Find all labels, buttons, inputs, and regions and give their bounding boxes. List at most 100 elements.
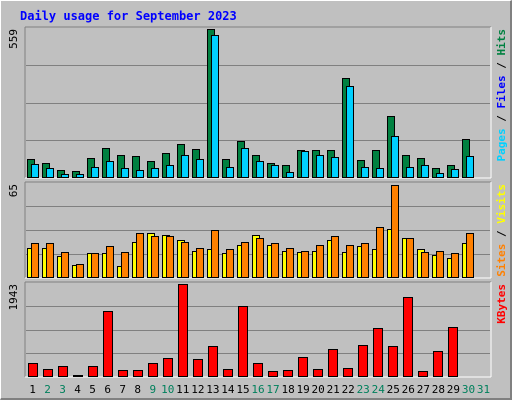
panel-visits-sites: 65 Sites / Visits [7, 181, 508, 279]
bar-sites-day-9 [151, 236, 159, 278]
bar-pages-day-21 [331, 157, 339, 178]
day-label-9: 9 [149, 383, 156, 396]
day-label-25: 25 [387, 383, 400, 396]
bar-sites-day-15 [241, 242, 249, 278]
day-label-6: 6 [104, 383, 111, 396]
bar-sites-day-21 [331, 236, 339, 278]
bar-sites-day-26 [406, 238, 414, 278]
day-label-15: 15 [236, 383, 249, 396]
day-label-30: 30 [462, 383, 475, 396]
bar-pages-day-5 [91, 167, 99, 178]
day-label-31: 31 [477, 383, 490, 396]
day-label-24: 24 [372, 383, 386, 396]
bar-sites-day-6 [106, 246, 114, 278]
day-label-19: 19 [296, 383, 309, 396]
legend-entry: / [495, 224, 508, 244]
bar-kbytes-day-3 [58, 366, 68, 377]
day-label-11: 11 [176, 383, 189, 396]
bar-sites-day-4 [76, 264, 84, 278]
day-label-18: 18 [281, 383, 294, 396]
legend-entry: Sites [495, 244, 508, 277]
series-sites [31, 185, 474, 278]
bar-kbytes-day-6 [103, 311, 113, 377]
day-label-3: 3 [59, 383, 66, 396]
bar-kbytes-day-2 [43, 369, 53, 377]
bar-sites-day-8 [136, 233, 144, 278]
day-label-21: 21 [327, 383, 340, 396]
bar-sites-day-2 [46, 243, 54, 278]
bar-sites-day-17 [271, 243, 279, 278]
day-label-16: 16 [251, 383, 264, 396]
day-label-29: 29 [447, 383, 460, 396]
side-legend: KBytes [495, 284, 508, 324]
bar-kbytes-day-9 [148, 363, 158, 377]
bar-sites-day-10 [166, 236, 174, 278]
bar-pages-day-17 [271, 165, 279, 178]
bar-pages-day-12 [196, 159, 204, 178]
bar-pages-day-19 [301, 151, 309, 178]
day-label-23: 23 [357, 383, 370, 396]
bar-pages-day-11 [181, 155, 189, 178]
bar-kbytes-day-4 [73, 375, 83, 377]
day-label-2: 2 [44, 383, 51, 396]
bar-sites-day-20 [316, 245, 324, 278]
bar-pages-day-18 [286, 172, 294, 178]
bar-pages-day-9 [151, 168, 159, 178]
day-label-22: 22 [342, 383, 355, 396]
bar-pages-day-20 [316, 155, 324, 178]
bar-kbytes-day-16 [253, 363, 263, 377]
bar-sites-day-22 [346, 245, 354, 278]
bar-pages-day-22 [346, 86, 354, 178]
day-label-4: 4 [74, 383, 81, 396]
bar-sites-day-7 [121, 252, 129, 278]
legend-entry: Visits [495, 184, 508, 224]
bar-pages-day-6 [106, 161, 114, 178]
series-kbytes [28, 284, 458, 377]
legend-entry: Files [495, 75, 508, 108]
bar-pages-day-15 [241, 148, 249, 178]
bar-kbytes-day-1 [28, 363, 38, 377]
axis-max-label: 559 [7, 29, 20, 49]
bar-pages-day-16 [256, 161, 264, 178]
bar-kbytes-day-19 [298, 357, 308, 377]
legend-entry: / [495, 109, 508, 129]
bar-pages-day-1 [31, 164, 39, 178]
bar-sites-day-24 [376, 227, 384, 278]
bar-sites-day-11 [181, 242, 189, 278]
legend-entry: KBytes [495, 284, 508, 324]
bar-kbytes-day-22 [343, 368, 353, 377]
day-label-28: 28 [432, 383, 445, 396]
day-label-13: 13 [206, 383, 219, 396]
day-label-10: 10 [161, 383, 174, 396]
bar-pages-day-3 [61, 174, 69, 178]
bar-pages-day-27 [421, 165, 429, 178]
legend-entry: / [495, 56, 508, 76]
bar-kbytes-day-28 [433, 351, 443, 377]
bar-sites-day-1 [31, 243, 39, 278]
bar-sites-day-23 [361, 243, 369, 278]
bar-sites-day-30 [466, 233, 474, 278]
bar-sites-day-14 [226, 249, 234, 278]
bar-kbytes-day-14 [223, 369, 233, 377]
bar-kbytes-day-27 [418, 371, 428, 377]
bar-kbytes-day-15 [238, 306, 248, 377]
bar-kbytes-day-11 [178, 284, 188, 377]
bar-kbytes-day-23 [358, 345, 368, 377]
legend-entry: Pages [495, 128, 508, 161]
bar-sites-day-5 [91, 253, 99, 278]
bar-sites-day-12 [196, 248, 204, 278]
bar-sites-day-16 [256, 238, 264, 278]
day-label-12: 12 [191, 383, 204, 396]
bar-kbytes-day-5 [88, 366, 98, 377]
day-label-20: 20 [311, 383, 324, 396]
bar-kbytes-day-26 [403, 297, 413, 377]
bar-kbytes-day-21 [328, 349, 338, 377]
bar-pages-day-25 [391, 136, 399, 178]
bar-pages-day-30 [466, 156, 474, 178]
bar-pages-day-24 [376, 168, 384, 178]
bar-sites-day-19 [301, 251, 309, 278]
bar-kbytes-day-10 [163, 358, 173, 377]
bar-kbytes-day-17 [268, 371, 278, 377]
